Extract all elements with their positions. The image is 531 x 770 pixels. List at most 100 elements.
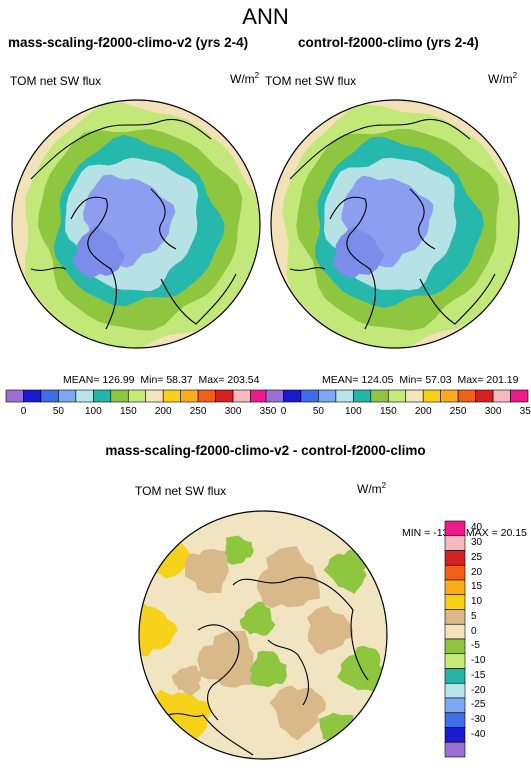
anomaly-patch bbox=[318, 712, 358, 751]
anomaly-patch bbox=[171, 665, 202, 696]
colorbar-tick-label: 0 bbox=[280, 406, 287, 417]
colorbar-swatch bbox=[475, 389, 494, 403]
coastlines bbox=[167, 576, 369, 756]
band-greenland bbox=[72, 225, 125, 278]
colorbar-swatch bbox=[444, 594, 466, 610]
colorbar-swatch bbox=[40, 389, 59, 403]
colorbar-swatch bbox=[75, 389, 94, 403]
panel3-colorbar bbox=[444, 520, 466, 758]
colorbar-tick-label: -5 bbox=[471, 640, 480, 652]
colorbar-tick-label: 350 bbox=[519, 406, 531, 417]
panel3-polar-map bbox=[138, 510, 388, 760]
coast-islands bbox=[409, 188, 436, 250]
colorbar-swatch bbox=[110, 389, 129, 403]
colorbar-swatch bbox=[215, 389, 234, 403]
coast-greenland bbox=[70, 196, 117, 330]
panel1-min: 58.37 bbox=[166, 374, 193, 386]
colorbar-swatch bbox=[5, 389, 24, 403]
colorbar-tick-label: -30 bbox=[471, 714, 486, 726]
colorbar-swatch bbox=[444, 520, 466, 537]
coast-islands bbox=[267, 639, 309, 706]
anomaly-patch bbox=[224, 535, 254, 565]
coast-greenland bbox=[329, 196, 376, 330]
coast-islands bbox=[150, 188, 177, 250]
panel2-variable: TOM net SW flux bbox=[265, 74, 357, 88]
map-border bbox=[11, 99, 261, 349]
colorbar-tick-label: 5 bbox=[471, 610, 477, 622]
anomaly-patch bbox=[239, 601, 276, 636]
colorbar-swatch bbox=[444, 668, 466, 684]
colorbar-swatch bbox=[440, 389, 459, 403]
panel2-stats: MEAN= 124.05 Min= 57.03 Max= 201.19 bbox=[322, 374, 519, 386]
anomaly-patch bbox=[139, 600, 178, 657]
panel3-units: W/m2 bbox=[357, 481, 387, 496]
colorbar-swatch bbox=[162, 389, 181, 403]
colorbar-swatch bbox=[265, 389, 284, 403]
map-field bbox=[12, 100, 260, 348]
coast-america bbox=[160, 273, 237, 325]
panel2-max: 201.19 bbox=[486, 374, 519, 386]
colorbar-swatch bbox=[300, 389, 319, 403]
colorbar-tick-label: -25 bbox=[471, 699, 486, 711]
colorbar-swatch bbox=[145, 389, 164, 403]
colorbar-tick-label: 350 bbox=[259, 406, 277, 417]
coast-europe bbox=[30, 267, 67, 271]
panel2-units: W/m2 bbox=[488, 71, 518, 86]
colorbar-tick-label: -40 bbox=[471, 728, 486, 740]
coast-greenland bbox=[197, 624, 240, 721]
colorbar-swatch bbox=[444, 638, 466, 655]
colorbar-tick-label: 50 bbox=[52, 406, 64, 417]
colorbar-tick-label: 50 bbox=[312, 406, 324, 417]
colorbar-tick-label: 150 bbox=[119, 406, 137, 417]
colorbar-tick-label: 200 bbox=[154, 406, 172, 417]
colorbar-swatch bbox=[127, 389, 147, 403]
colorbar-swatch bbox=[444, 535, 466, 551]
colorbar-swatch bbox=[58, 389, 77, 403]
colorbar-tick-label: 0 bbox=[20, 406, 27, 417]
colorbar-swatch bbox=[444, 579, 466, 596]
coast-eurasia bbox=[289, 119, 471, 180]
colorbar-tick-label: 0 bbox=[471, 625, 477, 637]
panel2-colorbar bbox=[265, 389, 529, 403]
anomaly-patch bbox=[249, 650, 288, 688]
coastlines bbox=[289, 119, 496, 330]
colorbar-tick-label: 30 bbox=[471, 537, 483, 549]
colorbar-swatch bbox=[457, 389, 476, 403]
colorbar-tick-label: 150 bbox=[379, 406, 397, 417]
colorbar-swatch bbox=[444, 682, 466, 699]
colorbar-tick-label: 300 bbox=[224, 406, 242, 417]
colorbar-swatch bbox=[510, 389, 529, 403]
colorbar-swatch bbox=[444, 653, 466, 669]
map-field bbox=[139, 511, 387, 759]
panel1-title: mass-scaling-f2000-climo-v2 (yrs 2-4) bbox=[8, 35, 249, 50]
colorbar-tick-label: 300 bbox=[484, 406, 502, 417]
panel1-units: W/m2 bbox=[230, 71, 260, 86]
colorbar-swatch bbox=[444, 727, 466, 743]
colorbar-swatch bbox=[353, 389, 372, 403]
colorbar-tick-label: 40 bbox=[471, 522, 483, 534]
map-border bbox=[270, 99, 520, 349]
colorbar-swatch bbox=[387, 389, 407, 403]
colorbar-tick-label: -15 bbox=[471, 669, 486, 681]
colorbar-swatch bbox=[370, 389, 389, 403]
colorbar-tick-label: 250 bbox=[189, 406, 207, 417]
colorbar-swatch bbox=[492, 389, 511, 403]
colorbar-swatch bbox=[232, 389, 251, 403]
colorbar-tick-label: 10 bbox=[471, 596, 483, 608]
panel2-mean: 124.05 bbox=[361, 374, 394, 386]
colorbar-swatch bbox=[444, 550, 466, 566]
colorbar-tick-label: 20 bbox=[471, 566, 483, 578]
panel1-polar-map bbox=[11, 99, 261, 349]
colorbar-swatch bbox=[444, 712, 466, 728]
colorbar-swatch bbox=[93, 389, 112, 403]
anomaly-patch bbox=[184, 548, 230, 594]
anomaly-patch bbox=[256, 546, 320, 609]
panel3-title: mass-scaling-f2000-climo-v2 - control-f2… bbox=[105, 443, 426, 458]
coast-eurasia bbox=[167, 713, 254, 756]
anomaly-patch bbox=[306, 605, 354, 655]
colorbar-swatch bbox=[444, 697, 466, 714]
colorbar-swatch bbox=[197, 389, 216, 403]
panel1-max: 203.54 bbox=[227, 374, 260, 386]
coastlines bbox=[30, 119, 237, 330]
panel1-mean: 126.99 bbox=[102, 374, 135, 386]
